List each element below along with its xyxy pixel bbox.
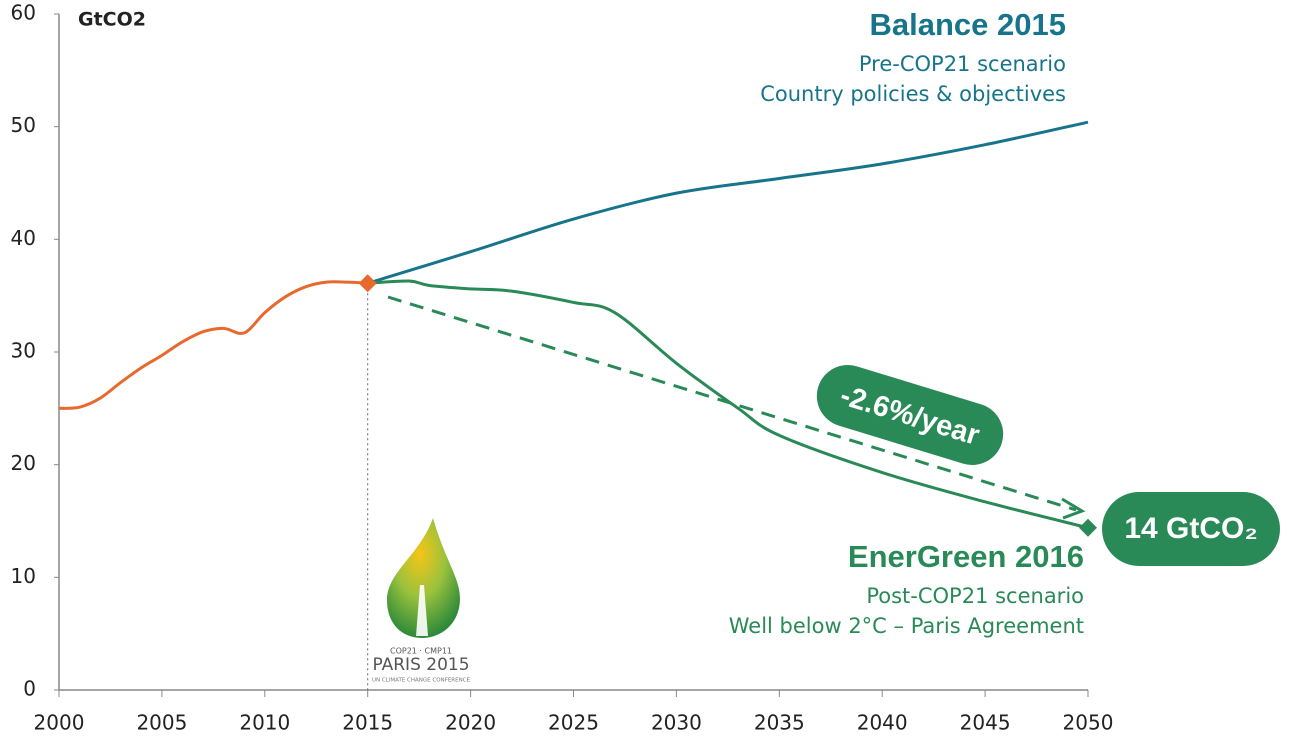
leaf [387,518,460,638]
marker [358,274,377,293]
y-tick-label: 20 [11,451,36,475]
trend-pill: -2.6%/year [816,364,1004,466]
x-tick-label: 2035 [754,711,805,735]
logo-title: PARIS 2015 [372,655,469,675]
y-tick-label: 30 [11,339,36,363]
x-tick-label: 2030 [651,711,702,735]
y-axis-label: GtCO2 [78,9,146,31]
series-title: EnerGreen 2016 [848,539,1084,574]
x-tick-label: 2015 [342,711,393,735]
y-tick-label: 40 [11,226,36,250]
end-label: 14 GtCO₂ [1124,512,1257,545]
pill-bg [816,364,1004,466]
tower [416,585,428,636]
y-tick-label: 0 [23,677,36,701]
end-pill [1102,492,1280,566]
x-tick-label: 2010 [239,711,290,735]
x-tick-label: 2000 [34,711,85,735]
logo-line: UN CLIMATE CHANGE CONFERENCE [372,678,471,684]
logo: COP21 · CMP11 PARIS 2015 UN CLIMATE CHAN… [372,518,471,684]
x-tick-label: 2020 [445,711,496,735]
series-subtitle: Well below 2°C – Paris Agreement [729,614,1084,638]
y-tick-label: 60 [11,1,36,25]
series-subtitle: Country policies & objectives [760,82,1066,106]
x-tick-label: 2045 [960,711,1011,735]
series-subtitle: Pre-COP21 scenario [859,52,1066,76]
arrow-head [1061,497,1086,520]
x-tick-label: 2040 [857,711,908,735]
x-tick-label: 2050 [1063,711,1114,735]
series-line [367,120,1089,285]
x-tick-label: 2025 [548,711,599,735]
logo-line: COP21 · CMP11 [390,647,452,656]
y-tick-label: 10 [11,564,36,588]
trend-arrow [387,295,1077,512]
series-title: Balance 2015 [870,7,1066,42]
marker [1079,518,1097,537]
series-line [58,280,368,410]
series-line [367,279,1089,530]
y-tick-label: 50 [11,113,36,137]
x-tick-label: 2005 [136,711,187,735]
series-subtitle: Post-COP21 scenario [866,584,1084,608]
